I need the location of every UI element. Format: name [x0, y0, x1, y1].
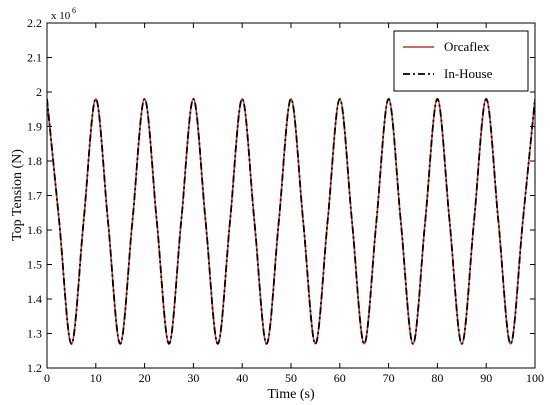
y-tick-label: 2.1: [27, 51, 42, 65]
x-tick-label: 80: [431, 371, 443, 385]
series-layer: [47, 97, 535, 345]
y-tick-label: 2: [36, 85, 42, 99]
x-tick-label: 30: [187, 371, 199, 385]
x-tick-label: 100: [526, 371, 544, 385]
legend-box: [393, 30, 529, 92]
legend-label-inhouse: In-House: [444, 66, 493, 81]
y-exponent-value: 6: [72, 6, 76, 15]
y-axis-label: Top Tension (N): [10, 149, 25, 241]
y-tick-label: 2.2: [27, 16, 42, 30]
legend: Orcaflex In-House: [393, 30, 529, 92]
x-tick-label: 60: [334, 371, 346, 385]
y-tick-label: 1.8: [27, 154, 42, 168]
y-tick-label: 1.2: [27, 361, 42, 375]
y-tick-label: 1.4: [27, 292, 42, 306]
series-line-inhouse: [47, 97, 535, 345]
x-tick-label: 40: [236, 371, 248, 385]
x-tick-label: 20: [139, 371, 151, 385]
x-tick-label: 70: [383, 371, 395, 385]
y-tick-label: 1.7: [27, 189, 42, 203]
x-tick-label: 10: [90, 371, 102, 385]
y-tick-label: 1.9: [27, 120, 42, 134]
y-tick-label: 1.6: [27, 223, 42, 237]
y-exponent: x 10 6: [51, 6, 76, 22]
y-tick-label: 1.5: [27, 258, 42, 272]
x-tick-label: 50: [285, 371, 297, 385]
x-axis-ticks: 0 10 20 30 40 50 60 70 80 90 100: [44, 23, 544, 385]
x-tick-label: 0: [44, 371, 50, 385]
y-tick-label: 1.3: [27, 327, 42, 341]
y-exponent-label: x 10: [51, 10, 71, 22]
x-axis-label: Time (s): [267, 387, 315, 402]
y-axis-ticks: 1.2 1.3 1.4 1.5 1.6 1.7 1.8 1.9 2 2.1 2.2: [27, 16, 535, 375]
x-tick-label: 90: [480, 371, 492, 385]
series-line-orcaflex: [47, 98, 535, 345]
legend-label-orcaflex: Orcaflex: [444, 39, 490, 54]
